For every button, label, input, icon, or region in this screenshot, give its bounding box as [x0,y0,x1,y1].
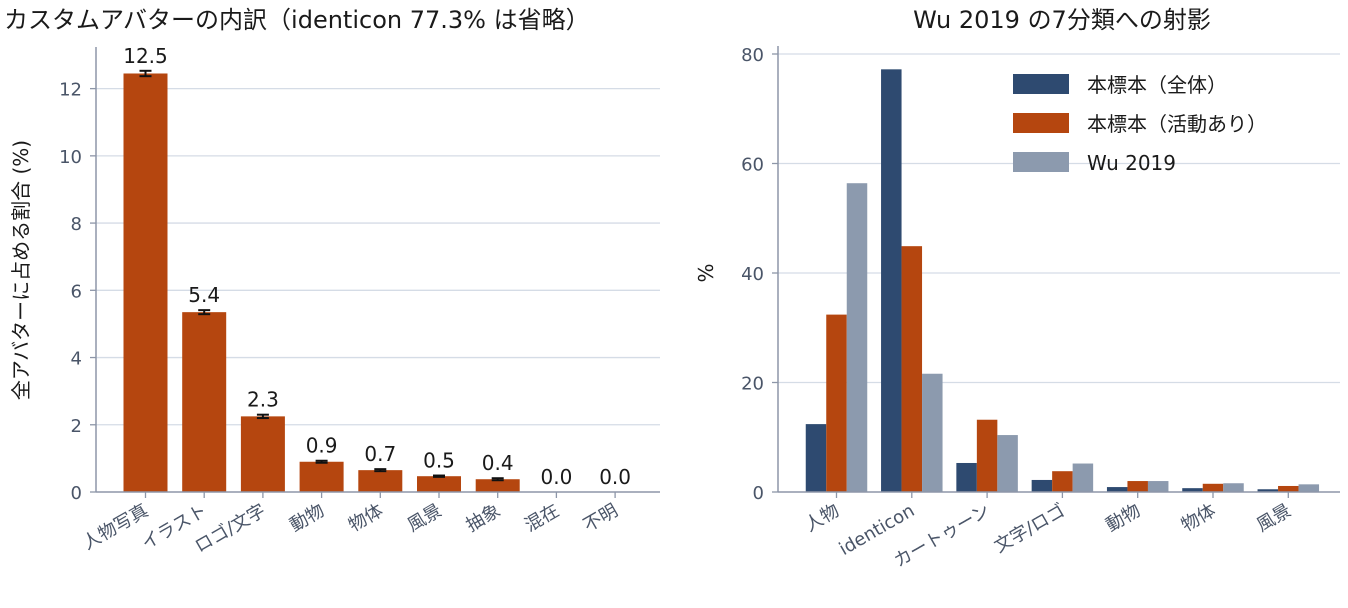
left-bar [417,476,461,492]
left-chart-axes [90,47,660,498]
right-bar [901,246,923,492]
left-x-tick-label: 抽象 [463,500,505,536]
right-bar [805,424,827,492]
wu2019-projection-chart: Wu 2019 の7分類への射影 0 20 40 60 80 人物identiconカー… [694,6,1340,572]
right-bar [1031,479,1053,492]
right-bar [976,419,998,492]
left-chart-error-bars [139,69,504,482]
left-data-label: 2.3 [247,388,279,412]
right-chart-title: Wu 2019 の7分類への射影 [913,6,1211,34]
right-bar [826,314,847,492]
left-chart-bars [123,73,520,492]
right-bar [1223,483,1244,492]
right-bar [1298,484,1320,492]
left-y-tick-label: 10 [59,147,82,168]
right-y-tick-label: 40 [741,264,764,285]
left-x-tick-label: 物体 [345,500,387,536]
left-y-tick-label: 4 [71,349,82,370]
left-data-label: 0.7 [364,442,396,466]
right-bar [1106,487,1128,492]
right-bar [846,183,868,492]
left-chart-gridlines [96,87,660,426]
right-bar [1182,488,1203,492]
left-chart-title: カスタムアバターの内訳（identicon 77.3% は省略） [4,6,590,34]
left-data-label: 0.5 [423,449,455,473]
right-bar [997,435,1018,492]
right-bar [1072,463,1094,492]
right-chart-y-tick-labels: 0 20 40 60 80 [741,45,764,504]
legend-label: 本標本（活動あり） [1087,112,1267,136]
legend-swatch [1013,152,1069,172]
left-data-label: 5.4 [188,283,220,307]
left-data-label: 0.4 [482,451,514,475]
right-y-tick-label: 60 [741,155,764,176]
right-bar [1127,481,1148,492]
right-y-tick-label: 20 [741,374,764,395]
left-chart-data-labels: 12.5 5.4 2.3 0.9 0.7 0.5 0.4 0.0 0.0 [123,44,631,489]
right-y-tick-label: 0 [753,483,764,504]
left-y-tick-label: 12 [59,80,82,101]
right-chart-y-axis-label: % [694,263,718,282]
custom-avatar-breakdown-chart: カスタムアバターの内訳（identicon 77.3% は省略） 12.5 5.4… [4,6,660,557]
left-x-tick-label: 人物写真 [79,500,152,554]
right-bar [922,373,943,492]
left-y-tick-label: 2 [71,416,82,437]
left-x-tick-label: 混在 [521,500,563,536]
left-data-label: 0.0 [540,465,572,489]
right-bar [1147,481,1169,492]
left-x-tick-label: 不明 [580,500,622,536]
right-bar [1257,489,1279,492]
right-chart-bars [805,69,1320,492]
right-bar [881,69,902,492]
left-bar [240,416,285,492]
right-bar [1278,485,1299,492]
right-x-tick-label: 物体 [1178,500,1220,536]
left-bar [123,73,168,492]
right-bar [1052,471,1073,492]
left-y-tick-label: 8 [71,214,82,235]
right-chart-legend: 本標本（全体） 本標本（活動あり） Wu 2019 [1013,73,1267,175]
left-x-tick-label: 動物 [286,500,328,536]
right-bar [956,462,977,492]
left-bar [358,470,403,492]
legend-label: Wu 2019 [1087,151,1176,175]
right-y-tick-label: 80 [741,45,764,66]
right-bar [1202,483,1224,492]
right-x-tick-label: 文字/ロゴ [991,500,1069,557]
right-x-tick-label: 動物 [1103,500,1145,536]
left-bar [475,479,520,492]
left-y-tick-label: 6 [71,281,82,302]
legend-swatch [1013,113,1069,133]
left-chart-y-tick-labels: 0 2 4 6 8 10 12 [59,80,82,504]
left-chart-y-axis-label: 全アバターに占める割合 (%) [9,140,33,400]
right-chart-axes [772,46,1340,498]
right-x-tick-label: 風景 [1253,500,1295,536]
left-bar [299,461,344,492]
left-data-label: 0.0 [599,465,631,489]
legend-swatch [1013,74,1069,94]
left-data-label: 0.9 [306,434,338,458]
left-x-tick-label: 風景 [404,500,446,536]
left-y-tick-label: 0 [71,483,82,504]
legend-label: 本標本（全体） [1087,73,1227,97]
left-bar [182,312,227,492]
left-data-label: 12.5 [123,44,168,68]
right-x-tick-label: 人物 [801,500,843,536]
